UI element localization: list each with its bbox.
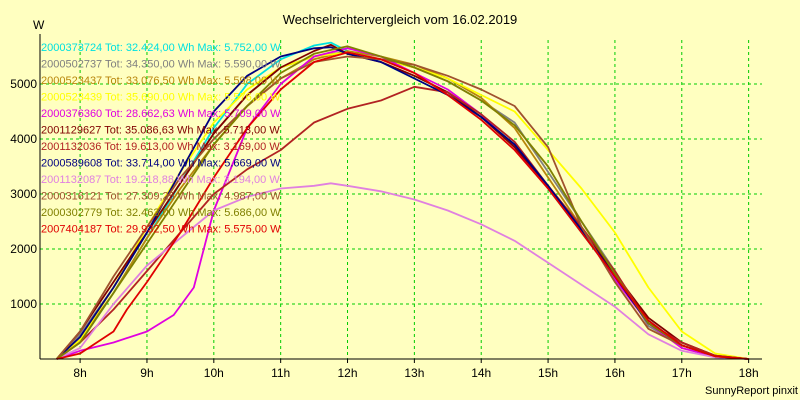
legend-entry-2000589608: 2000589608 Tot: 33.714,00 Wh Max: 5.669,… — [41, 158, 281, 170]
legend-entry-2001132087: 2001132087 Tot: 19.218,88 Wh Max: 3.194,… — [41, 174, 280, 186]
x-tick-label-5: 13h — [404, 366, 424, 380]
x-tick-label-3: 11h — [271, 366, 290, 380]
y-tick-label-1: 2000 — [10, 242, 37, 256]
y-axis-label: W — [33, 18, 45, 32]
y-tick-label-3: 4000 — [10, 132, 37, 146]
y-tick-label-2: 3000 — [10, 187, 37, 201]
x-tick-label-6: 14h — [471, 366, 491, 380]
y-axis-ticks: 1000 2000 3000 4000 5000 — [10, 77, 37, 311]
x-tick-label-7: 15h — [538, 366, 558, 380]
legend-entry-2000376360: 2000376360 Tot: 28.662,63 Wh Max: 5.709,… — [41, 108, 281, 120]
x-tick-label-9: 17h — [672, 366, 692, 380]
legend-entry-2001129627: 2001129627 Tot: 35.086,63 Wh Max: 5.713,… — [41, 125, 280, 137]
legend-entry-2000523437: 2000523437 Tot: 33.076,50 Wh Max: 5.598,… — [41, 75, 281, 87]
legend-entry-2000502737: 2000502737 Tot: 34.350,00 Wh Max: 5.590,… — [41, 59, 281, 71]
series-line-2000523439 — [56, 51, 749, 360]
legend-entry-2001132036: 2001132036 Tot: 19.613,00 Wh Max: 3.169,… — [41, 141, 280, 153]
legend-entry-2000316121: 2000316121 Tot: 27.309,25 Wh Max: 4.987,… — [41, 191, 281, 203]
x-tick-label-1: 9h — [140, 366, 153, 380]
series-lines — [56, 41, 749, 360]
legend-entry-2000302779: 2000302779 Tot: 32.463,00 Wh Max: 5.686,… — [41, 207, 281, 219]
x-tick-label-0: 8h — [73, 366, 86, 380]
legend: 2000373724 Tot: 32.424,00 Wh Max: 5.752,… — [41, 42, 281, 236]
legend-entry-2000523439: 2000523439 Tot: 35.690,00 Wh Max: 5.576,… — [41, 92, 281, 104]
chart-title: Wechselrichtervergleich vom 16.02.2019 — [283, 12, 518, 27]
y-tick-label-4: 5000 — [10, 77, 37, 91]
x-tick-label-2: 10h — [204, 366, 224, 380]
legend-entry-2000373724: 2000373724 Tot: 32.424,00 Wh Max: 5.752,… — [41, 42, 281, 54]
axes — [39, 34, 762, 360]
x-axis-ticks: 8h 9h 10h 11h 12h 13h 14h 15h 16h 17h 18h — [73, 359, 759, 380]
x-tick-label-8: 16h — [605, 366, 625, 380]
y-tick-label-0: 1000 — [10, 297, 37, 311]
x-tick-label-10: 18h — [739, 366, 759, 380]
footer-credit: SunnyReport pinxit — [705, 385, 798, 397]
series-line-2001132087 — [56, 182, 749, 360]
grid-lines — [40, 40, 762, 359]
legend-entry-2007404187: 2007404187 Tot: 29.932,50 Wh Max: 5.575,… — [41, 224, 281, 236]
x-tick-label-4: 12h — [338, 366, 358, 380]
series-line-2007404187 — [56, 51, 749, 360]
